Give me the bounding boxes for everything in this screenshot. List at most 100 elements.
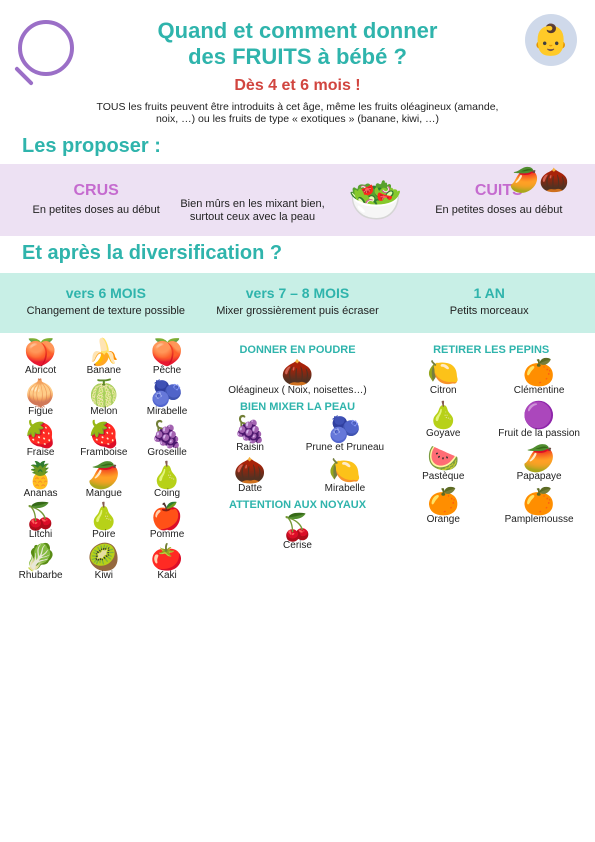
intro-text: TOUS les fruits peuvent être introduits …	[70, 101, 525, 125]
stage-text: Changement de texture possible	[16, 305, 196, 317]
noyaux-row: 🍒Cerise	[204, 514, 392, 551]
poudre-heading: DONNER EN POUDRE	[204, 344, 392, 356]
peau-heading: BIEN MIXER LA PEAU	[204, 401, 392, 413]
fruit-item: 🍊Orange	[397, 488, 489, 525]
fruit-label: Oléagineux ( Noix, noisettes…)	[228, 385, 366, 396]
fruit-grid: 🍑Abricot🍌Banane🍑Pêche🧅Figue🍈Melon🫐Mirabe…	[10, 339, 198, 581]
fruit-icon: 🍌	[73, 339, 134, 365]
fruit-icon: 🍅	[136, 544, 197, 570]
fruit-icon: 🍐	[136, 462, 197, 488]
fruit-item: 🍉Pastèque	[397, 445, 489, 482]
header: Quand et comment donner des FRUITS à béb…	[0, 0, 595, 129]
fruit-icon: 🍓	[73, 421, 134, 447]
fruit-icon: 🍊	[493, 359, 585, 385]
stage-age: vers 6 MOIS	[16, 285, 196, 301]
fruit-icon: 🟣	[493, 402, 585, 428]
crus-text2: Bien mûrs en les mixant bien, surtout ce…	[174, 198, 330, 224]
fruit-item: 🥭Papapaye	[493, 445, 585, 482]
fruit-icon: 🥬	[10, 544, 71, 570]
fruit-icon: 🫐	[136, 380, 197, 406]
fruit-item: 🍍Ananas	[10, 462, 71, 499]
fruit-icon: 🍇	[136, 421, 197, 447]
fruit-icon: 🍇	[204, 416, 297, 442]
fruit-item: 🍒Litchi	[10, 503, 71, 540]
fruit-icon: 🍋	[397, 359, 489, 385]
subtitle: Dès 4 et 6 mois !	[70, 77, 525, 95]
fruit-item: 🫐Mirabelle	[136, 380, 197, 417]
fruit-label: Datte	[238, 483, 262, 494]
fruit-item: 🥭Mangue	[73, 462, 134, 499]
fruit-icon: 🌰	[204, 457, 297, 483]
fruit-item: 🍇Groseille	[136, 421, 197, 458]
peau-row: 🍇Raisin🫐Prune et Pruneau	[204, 416, 392, 453]
fruits-section: 🍑Abricot🍌Banane🍑Pêche🧅Figue🍈Melon🫐Mirabe…	[0, 333, 595, 591]
logo-icon	[18, 20, 74, 76]
fruit-item: 🍎Pomme	[136, 503, 197, 540]
fruit-icon: 🧅	[10, 380, 71, 406]
diversification-band: vers 6 MOIS Changement de texture possib…	[0, 273, 595, 333]
stage-1an: 1 AN Petits morceaux	[393, 285, 585, 317]
fruit-item: 🍅Kaki	[136, 544, 197, 581]
fruit-label: Prune et Pruneau	[306, 442, 384, 453]
fruit-icon: 🍓	[10, 421, 71, 447]
fruit-icon: 🥝	[73, 544, 134, 570]
fruit-item: 🍊Pamplemousse	[493, 488, 585, 525]
fruit-item: 🍈Melon	[73, 380, 134, 417]
fruit-icon: 🍋	[299, 457, 392, 483]
crus-col: CRUS En petites doses au début	[18, 182, 174, 217]
fruit-icon: 🫐	[299, 416, 392, 442]
fruit-item: 🍑Abricot	[10, 339, 71, 376]
propose-band: CRUS En petites doses au début . Bien mû…	[0, 164, 595, 236]
fruit-label: Cerise	[283, 540, 312, 551]
fruit-label: Fruit de la passion	[498, 428, 580, 439]
fruit-label: Figue	[28, 406, 53, 417]
fruit-item: 🧅Figue	[10, 380, 71, 417]
cuits-text: En petites doses au début	[421, 204, 577, 217]
fruit-icon: 🍉	[397, 445, 489, 471]
fruit-item: 🍑Pêche	[136, 339, 197, 376]
fruit-item: 🟣Fruit de la passion	[493, 402, 585, 439]
stage-text: Mixer grossièrement puis écraser	[208, 305, 388, 317]
fruit-item: 🍋Mirabelle	[299, 457, 392, 494]
left-panel: 🍑Abricot🍌Banane🍑Pêche🧅Figue🍈Melon🫐Mirabe…	[10, 339, 198, 581]
fruit-label: Citron	[430, 385, 457, 396]
fruit-item: 🍋Citron	[397, 359, 489, 396]
right-grid: 🍋Citron🍊Clémentine🍐Goyave🟣Fruit de la pa…	[397, 359, 585, 525]
fruit-label: Goyave	[426, 428, 460, 439]
fruit-icon: 🍑	[136, 339, 197, 365]
fruit-item: 🍌Banane	[73, 339, 134, 376]
fruit-item: 🍒Cerise	[204, 514, 392, 551]
fruit-label: Pamplemousse	[505, 514, 574, 525]
stage-age: 1 AN	[399, 285, 579, 301]
crus-text1: En petites doses au début	[18, 204, 174, 217]
title-line1: Quand et comment donner	[158, 18, 438, 43]
fruit-item: 🥝Kiwi	[73, 544, 134, 581]
baby-icon: 👶	[525, 14, 577, 66]
fruit-icon: 🍑	[10, 339, 71, 365]
fruit-label: Abricot	[25, 365, 56, 376]
stage-age: vers 7 – 8 MOIS	[208, 285, 388, 301]
poudre-row: 🌰Oléagineux ( Noix, noisettes…)	[204, 359, 392, 396]
fruit-label: Banane	[87, 365, 121, 376]
stage-text: Petits morceaux	[399, 305, 579, 317]
fruit-icon: 🍐	[397, 402, 489, 428]
fruit-label: Orange	[427, 514, 460, 525]
fruit-label: Framboise	[80, 447, 127, 458]
pepins-heading: RETIRER LES PEPINS	[397, 344, 585, 356]
fruit-label: Mirabelle	[325, 483, 366, 494]
diversification-heading: Et après la diversification ?	[0, 236, 595, 269]
fruit-icon: 🍐	[73, 503, 134, 529]
fruit-label: Pomme	[150, 529, 184, 540]
right-panel: RETIRER LES PEPINS 🍋Citron🍊Clémentine🍐Go…	[397, 339, 585, 581]
fruit-icon: 🥭	[493, 445, 585, 471]
fruit-icon: 🍒	[204, 514, 392, 540]
fruit-label: Fraise	[27, 447, 55, 458]
fruit-item: 🍇Raisin	[204, 416, 297, 453]
fruit-label: Pastèque	[422, 471, 464, 482]
title: Quand et comment donner des FRUITS à béb…	[70, 18, 525, 71]
fruit-item: 🍐Poire	[73, 503, 134, 540]
fruit-item: 🌰Oléagineux ( Noix, noisettes…)	[204, 359, 392, 396]
propose-heading: Les proposer :	[0, 129, 595, 162]
fruit-label: Kaki	[157, 570, 176, 581]
fruit-icon: 🍒	[10, 503, 71, 529]
